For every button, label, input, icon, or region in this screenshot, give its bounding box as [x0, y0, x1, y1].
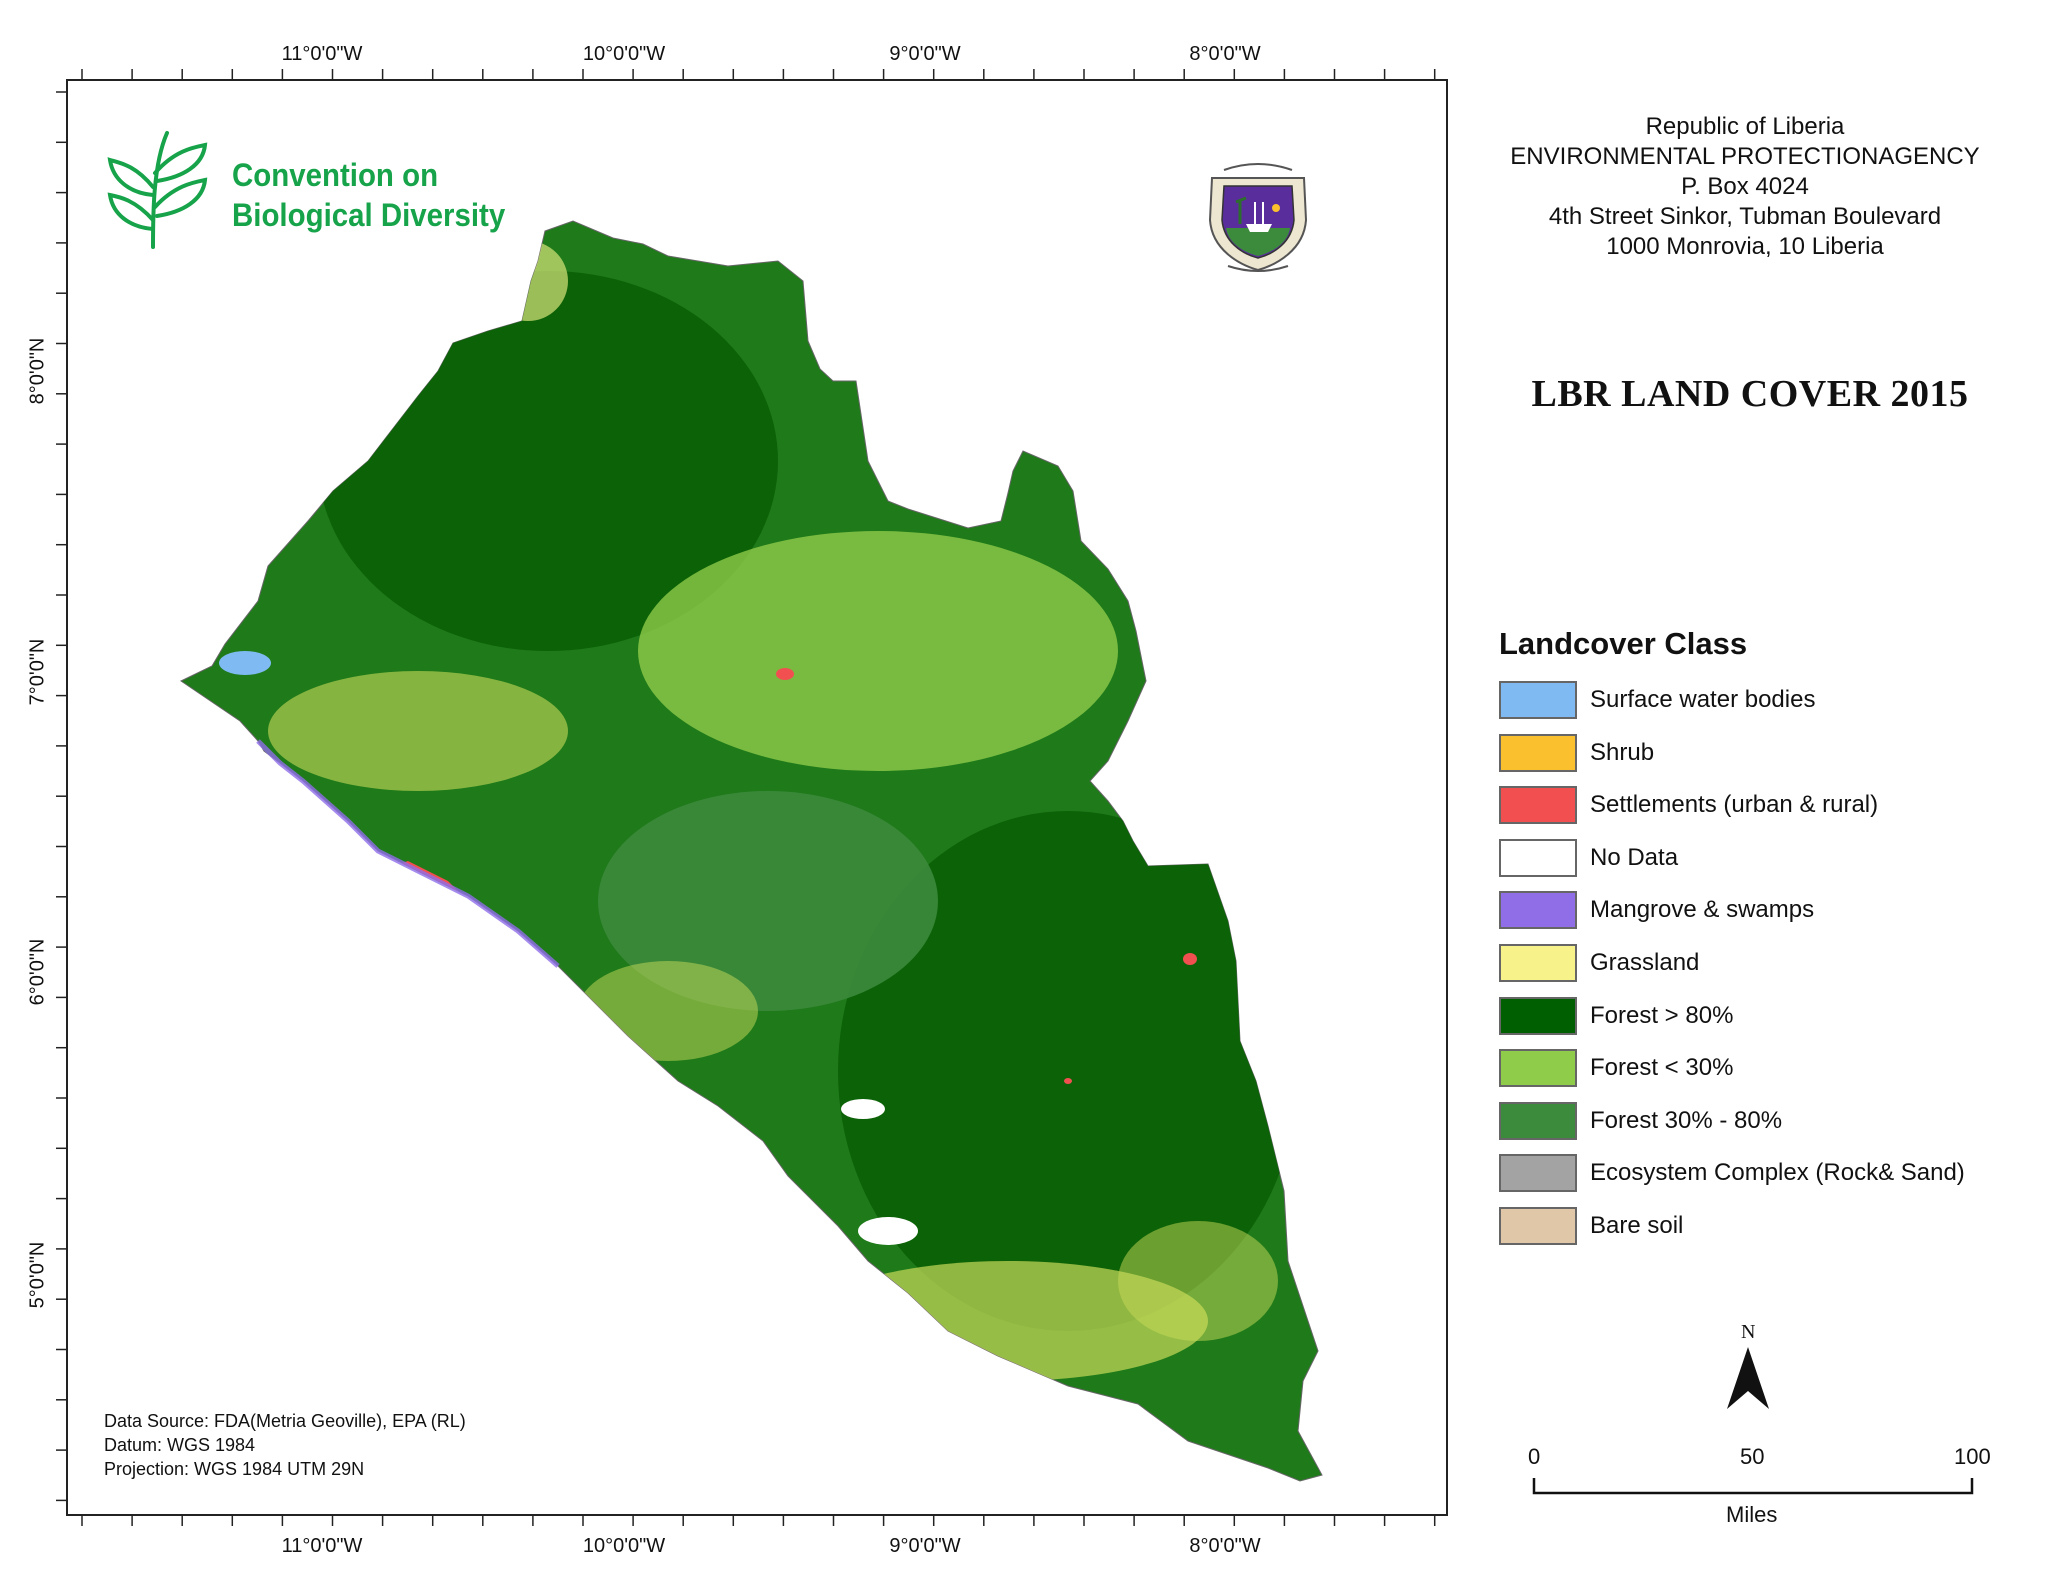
legend-label: Grassland	[1590, 949, 1700, 976]
liberia-seal-icon	[1208, 163, 1308, 272]
legend-label: Settlements (urban & rural)	[1590, 791, 1879, 819]
address-line: Republic of Liberia	[1645, 113, 1845, 140]
latitude-label: 8°0'0"N	[26, 337, 49, 405]
north-arrow-icon	[1727, 1347, 1769, 1409]
address-line: 1000 Monrovia, 10 Liberia	[1606, 233, 1884, 260]
legend-item: Grassland	[1499, 943, 1699, 983]
legend-label: Forest > 80%	[1590, 1001, 1734, 1029]
land-cover-map[interactable]	[68, 81, 1446, 1514]
cbd-logo-line1: Convention on	[232, 157, 439, 193]
legend-label: Forest < 30%	[1590, 1054, 1734, 1082]
legend-label: Mangrove & swamps	[1590, 896, 1815, 924]
cbd-logo-line2: Biological Diversity	[232, 197, 506, 233]
scale-unit: Miles	[1726, 1502, 1778, 1527]
legend-swatch	[1499, 944, 1577, 982]
legend-label: Surface water bodies	[1590, 686, 1816, 713]
legend-item: No Data	[1499, 838, 1678, 878]
legend-label: No Data	[1590, 843, 1679, 871]
longitude-label: 10°0'0"W	[582, 43, 666, 65]
cbd-leaf-icon	[107, 131, 208, 249]
legend-item: Surface water bodies	[1499, 680, 1815, 720]
latitude-label: 7°0'0"N	[26, 638, 49, 706]
address-line: 4th Street Sinkor, Tubman Boulevard	[1548, 203, 1942, 230]
legend-swatch	[1499, 733, 1577, 772]
address-block: Republic of Liberia ENVIRONMENTAL PROTEC…	[1480, 112, 2010, 262]
liberia-land-cover	[180, 220, 1323, 1482]
legend-swatch	[1499, 1101, 1577, 1140]
source-line: Datum: WGS 1984	[104, 1435, 256, 1455]
legend-swatch	[1499, 891, 1577, 930]
legend-swatch	[1499, 1154, 1577, 1193]
longitude-label: 9°0'0"W	[889, 1535, 961, 1557]
north-label: N	[1741, 1321, 1756, 1343]
cbd-logo-text: Convention on Biological Diversity	[232, 155, 505, 235]
scale-tick-label: 100	[1954, 1444, 1991, 1469]
legend-label: Ecosystem Complex (Rock& Sand)	[1590, 1159, 1965, 1187]
legend-swatch	[1499, 1049, 1577, 1088]
longitude-label: 8°0'0"W	[1189, 1535, 1261, 1557]
legend-item: Forest < 30%	[1499, 1048, 1733, 1088]
scale-tick-label: 0	[1528, 1444, 1541, 1469]
map-title: LBR LAND COVER 2015	[1531, 373, 1969, 415]
source-line: Projection: WGS 1984 UTM 29N	[104, 1459, 365, 1479]
latitude-label: 5°0'0"N	[26, 1241, 49, 1309]
address-line: ENVIRONMENTAL PROTECTIONAGENCY	[1510, 143, 1980, 170]
legend-swatch	[1499, 786, 1577, 825]
legend-item: Mangrove & swamps	[1499, 890, 1814, 930]
legend-label: Bare soil	[1590, 1212, 1684, 1239]
longitude-label: 11°0'0"W	[281, 1535, 363, 1557]
map-frame	[66, 79, 1448, 1516]
legend-item: Forest 30% - 80%	[1499, 1101, 1782, 1141]
legend-swatch	[1499, 838, 1577, 877]
legend-item: Settlements (urban & rural)	[1499, 785, 1878, 825]
address-line: P. Box 4024	[1681, 173, 1809, 200]
legend-item: Bare soil	[1499, 1206, 1683, 1246]
legend-item: Ecosystem Complex (Rock& Sand)	[1499, 1153, 1965, 1193]
legend-swatch	[1499, 681, 1577, 719]
legend-item: Forest > 80%	[1499, 996, 1733, 1036]
scale-bar-line	[1532, 1478, 1974, 1495]
data-source: Data Source: FDA(Metria Geoville), EPA (…	[104, 1409, 466, 1481]
legend-label: Forest 30% - 80%	[1590, 1106, 1783, 1134]
longitude-label: 11°0'0"W	[281, 43, 363, 65]
source-line: Data Source: FDA(Metria Geoville), EPA (…	[104, 1411, 466, 1431]
longitude-label: 9°0'0"W	[889, 43, 961, 65]
legend-title: Landcover Class	[1499, 626, 1748, 661]
longitude-label: 8°0'0"W	[1189, 43, 1261, 65]
legend-label: Shrub	[1590, 738, 1655, 766]
longitude-label: 10°0'0"W	[582, 1535, 666, 1557]
legend-swatch	[1499, 996, 1577, 1035]
latitude-label: 6°0'0"N	[26, 938, 49, 1006]
scale-tick-label: 50	[1740, 1444, 1765, 1469]
legend-swatch	[1499, 1207, 1577, 1245]
legend-item: Shrub	[1499, 733, 1654, 773]
